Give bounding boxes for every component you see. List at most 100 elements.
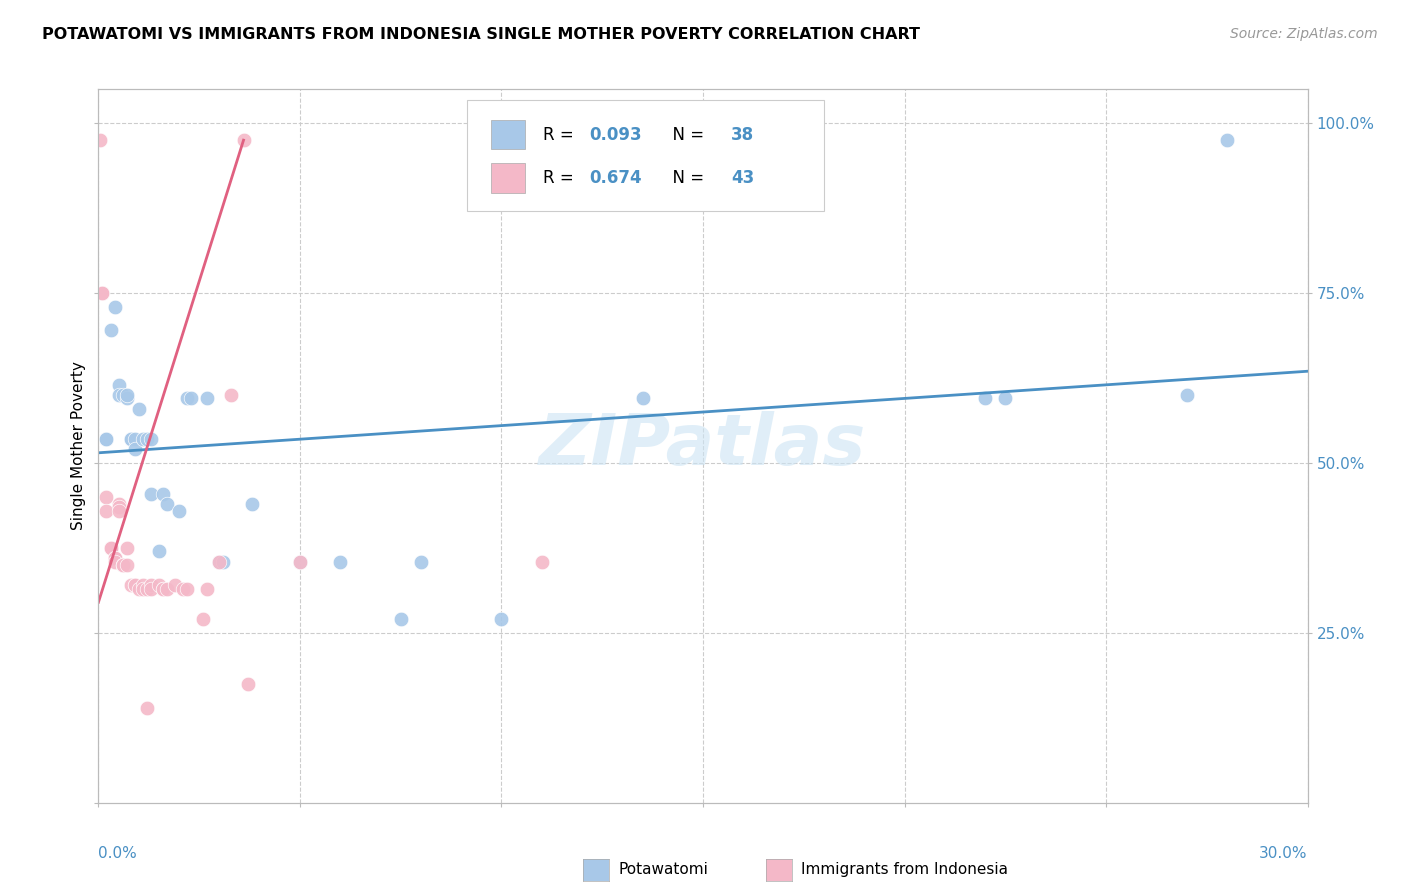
Point (128, 401, 150, 416)
Text: R =: R = (543, 169, 579, 187)
Point (994, 392, 1017, 406)
Point (91, 286, 114, 301)
Point (135, 700, 157, 714)
Point (176, 582, 198, 596)
Text: 0.093: 0.093 (589, 126, 643, 144)
Point (96, 432, 118, 446)
Point (288, 555, 311, 569)
Point (221, 388, 243, 402)
Point (107, 503, 129, 517)
Point (193, 612, 215, 626)
Point (120, 432, 142, 446)
Text: 30.0%: 30.0% (1260, 846, 1308, 861)
Point (139, 578, 162, 592)
Point (135, 582, 157, 596)
Point (132, 432, 155, 446)
Point (124, 432, 146, 446)
Point (212, 555, 235, 569)
Point (139, 486, 162, 500)
Point (111, 388, 134, 402)
Text: Source: ZipAtlas.com: Source: ZipAtlas.com (1230, 27, 1378, 41)
Point (124, 578, 146, 592)
Point (329, 555, 352, 569)
Text: N =: N = (662, 169, 709, 187)
Point (103, 551, 125, 566)
Point (152, 582, 174, 596)
Point (389, 612, 412, 626)
Point (107, 497, 129, 511)
Point (124, 578, 146, 592)
Text: Immigrants from Indonesia: Immigrants from Indonesia (801, 863, 1008, 877)
Point (409, 555, 432, 569)
Point (167, 503, 190, 517)
Text: ZIPatlas: ZIPatlas (540, 411, 866, 481)
Point (115, 392, 138, 406)
Point (111, 558, 134, 572)
Text: Potawatomi: Potawatomi (619, 863, 709, 877)
Point (91, 286, 114, 301)
Point (132, 582, 155, 596)
Point (1216, 133, 1239, 147)
Text: 0.0%: 0.0% (98, 846, 138, 861)
Text: 43: 43 (731, 169, 754, 187)
Point (240, 497, 263, 511)
Point (176, 392, 198, 406)
Point (115, 558, 138, 572)
Bar (492, 163, 526, 193)
Point (103, 300, 125, 314)
Point (128, 582, 150, 596)
Point (115, 388, 138, 402)
Text: POTAWATOMI VS IMMIGRANTS FROM INDONESIA SINGLE MOTHER POVERTY CORRELATION CHART: POTAWATOMI VS IMMIGRANTS FROM INDONESIA … (42, 27, 920, 42)
Point (156, 582, 179, 596)
Text: N =: N = (662, 126, 709, 144)
Point (100, 541, 122, 555)
Point (135, 432, 157, 446)
Point (139, 432, 162, 446)
Point (530, 555, 553, 569)
Point (107, 388, 129, 402)
Point (288, 555, 311, 569)
Y-axis label: Single Mother Poverty: Single Mother Poverty (70, 361, 86, 531)
Point (1175, 388, 1198, 402)
Point (100, 541, 122, 555)
Point (96, 490, 118, 504)
Point (120, 578, 142, 592)
Point (152, 486, 174, 500)
Point (107, 500, 129, 515)
Point (491, 612, 513, 626)
Text: 38: 38 (731, 126, 754, 144)
FancyBboxPatch shape (467, 100, 824, 211)
Point (172, 582, 194, 596)
Point (107, 377, 129, 392)
Point (124, 442, 146, 457)
Point (232, 133, 254, 147)
Point (115, 541, 138, 555)
Point (208, 555, 231, 569)
Point (111, 558, 134, 572)
Point (631, 392, 654, 406)
Point (148, 578, 170, 592)
Bar (492, 120, 526, 150)
Point (195, 582, 218, 596)
Point (111, 558, 134, 572)
Point (148, 544, 170, 558)
Point (139, 582, 162, 596)
Point (103, 555, 125, 569)
Point (96, 503, 118, 517)
Point (208, 555, 231, 569)
Point (156, 497, 179, 511)
Text: 0.674: 0.674 (589, 169, 643, 187)
Point (132, 578, 155, 592)
Point (974, 392, 997, 406)
Point (89, 133, 111, 147)
Point (96, 432, 118, 446)
Point (100, 323, 122, 337)
Point (163, 578, 186, 592)
Point (152, 582, 174, 596)
Text: R =: R = (543, 126, 579, 144)
Point (120, 432, 142, 446)
Point (195, 392, 218, 406)
Point (236, 677, 259, 691)
Point (103, 551, 125, 566)
Point (180, 392, 202, 406)
